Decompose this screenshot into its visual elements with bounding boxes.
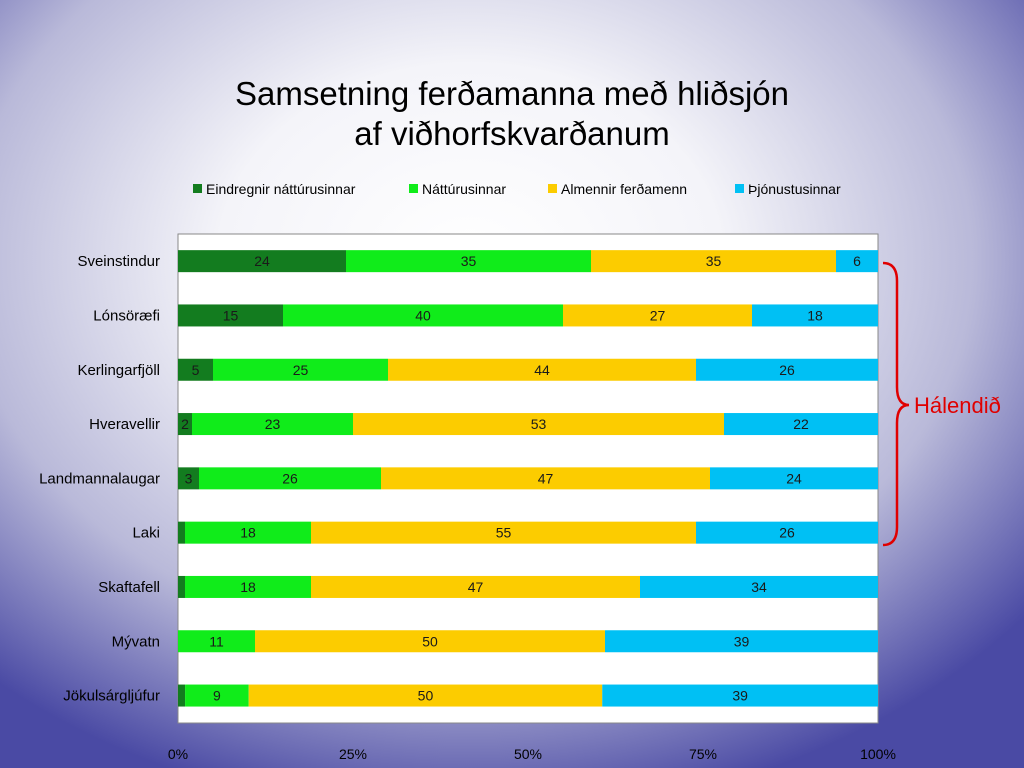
x-tick-label: 75% bbox=[689, 746, 717, 762]
curly-bracket bbox=[882, 261, 910, 547]
data-label: 3 bbox=[185, 470, 193, 486]
category-label: Laki bbox=[132, 525, 160, 542]
bar-segment bbox=[724, 413, 878, 436]
bar-segment bbox=[185, 575, 311, 598]
legend-swatch bbox=[735, 184, 744, 193]
legend-label: Almennir ferðamenn bbox=[561, 181, 687, 197]
bar-segment bbox=[696, 521, 878, 544]
legend-swatch bbox=[409, 184, 418, 193]
data-label: 39 bbox=[734, 633, 750, 649]
title-line-2: af viðhorfskvarðanum bbox=[354, 115, 670, 152]
data-label: 23 bbox=[265, 416, 281, 432]
bar-segment bbox=[563, 304, 752, 327]
legend-swatch bbox=[193, 184, 202, 193]
bar-segment bbox=[283, 304, 563, 327]
data-label: 26 bbox=[282, 470, 298, 486]
bar-segment bbox=[185, 684, 249, 707]
data-label: 44 bbox=[534, 362, 550, 378]
data-label: 47 bbox=[468, 579, 484, 595]
data-label: 15 bbox=[223, 307, 239, 323]
data-label: 26 bbox=[779, 362, 795, 378]
data-label: 11 bbox=[209, 633, 224, 649]
bar-segment bbox=[710, 467, 878, 490]
bracket-label: Hálendið bbox=[914, 393, 1001, 418]
bar-segment bbox=[311, 575, 640, 598]
category-label: Hveravellir bbox=[89, 416, 160, 433]
bar-segment bbox=[311, 521, 696, 544]
legend-label: Náttúrusinnar bbox=[422, 181, 506, 197]
bar-segment bbox=[178, 413, 192, 436]
data-label: 53 bbox=[531, 416, 547, 432]
data-label: 5 bbox=[192, 362, 200, 378]
data-label: 50 bbox=[418, 688, 434, 704]
bar-segment bbox=[213, 358, 388, 381]
x-tick-label: 100% bbox=[860, 746, 896, 762]
bar-segment bbox=[178, 630, 255, 653]
bar-segment bbox=[605, 630, 878, 653]
data-label: 2 bbox=[181, 416, 189, 432]
bar-segment bbox=[178, 304, 283, 327]
bar-segment bbox=[381, 467, 710, 490]
data-label: 24 bbox=[254, 253, 270, 269]
category-label: Skaftafell bbox=[98, 579, 160, 596]
x-tick-label: 50% bbox=[514, 746, 542, 762]
bar-segment bbox=[836, 250, 878, 273]
category-label: Lónsöræfi bbox=[93, 307, 160, 324]
title-line-1: Samsetning ferðamanna með hliðsjón bbox=[235, 75, 789, 112]
bar-segment bbox=[178, 358, 213, 381]
bar-segment bbox=[178, 250, 346, 273]
bar-segment bbox=[640, 575, 878, 598]
chart-title: Samsetning ferðamanna með hliðsjón af vi… bbox=[0, 74, 1024, 154]
bar-segment bbox=[696, 358, 878, 381]
category-label: Jökulsárgljúfur bbox=[63, 688, 160, 705]
data-label: 22 bbox=[793, 416, 809, 432]
bar-segment bbox=[199, 467, 381, 490]
data-label: 47 bbox=[538, 470, 554, 486]
bar-segment bbox=[752, 304, 878, 327]
legend-label: Eindregnir náttúrusinnar bbox=[206, 181, 356, 197]
data-label: 24 bbox=[786, 470, 802, 486]
data-label: 18 bbox=[807, 307, 823, 323]
data-label: 35 bbox=[706, 253, 722, 269]
data-label: 55 bbox=[496, 525, 512, 541]
data-label: 26 bbox=[779, 525, 795, 541]
data-label: 35 bbox=[461, 253, 477, 269]
data-label: 6 bbox=[853, 253, 861, 269]
bar-segment bbox=[388, 358, 696, 381]
bar-segment bbox=[178, 684, 186, 707]
data-label: 50 bbox=[422, 633, 438, 649]
data-label: 18 bbox=[240, 525, 256, 541]
data-label: 34 bbox=[751, 579, 767, 595]
bar-segment bbox=[248, 684, 603, 707]
data-label: 27 bbox=[650, 307, 666, 323]
data-label: 40 bbox=[415, 307, 431, 323]
bar-segment bbox=[178, 521, 185, 544]
legend-label: Þjónustusinnar bbox=[748, 181, 841, 197]
bar-segment bbox=[185, 521, 311, 544]
legend-swatch bbox=[548, 184, 557, 193]
data-label: 25 bbox=[293, 362, 309, 378]
data-label: 18 bbox=[240, 579, 256, 595]
category-label: Landmannalaugar bbox=[39, 470, 160, 487]
data-label: 39 bbox=[732, 688, 748, 704]
category-label: Kerlingarfjöll bbox=[77, 362, 160, 379]
category-label: Sveinstindur bbox=[77, 253, 160, 270]
bar-segment bbox=[192, 413, 353, 436]
bar-segment bbox=[591, 250, 836, 273]
bar-segment bbox=[353, 413, 724, 436]
category-label: Mývatn bbox=[112, 633, 160, 650]
bar-segment bbox=[178, 467, 199, 490]
x-tick-label: 25% bbox=[339, 746, 367, 762]
bar-segment bbox=[602, 684, 878, 707]
bar-segment bbox=[178, 575, 185, 598]
bar-segment bbox=[346, 250, 591, 273]
x-tick-label: 0% bbox=[168, 746, 188, 762]
data-label: 9 bbox=[213, 688, 221, 704]
bar-segment bbox=[255, 630, 605, 653]
